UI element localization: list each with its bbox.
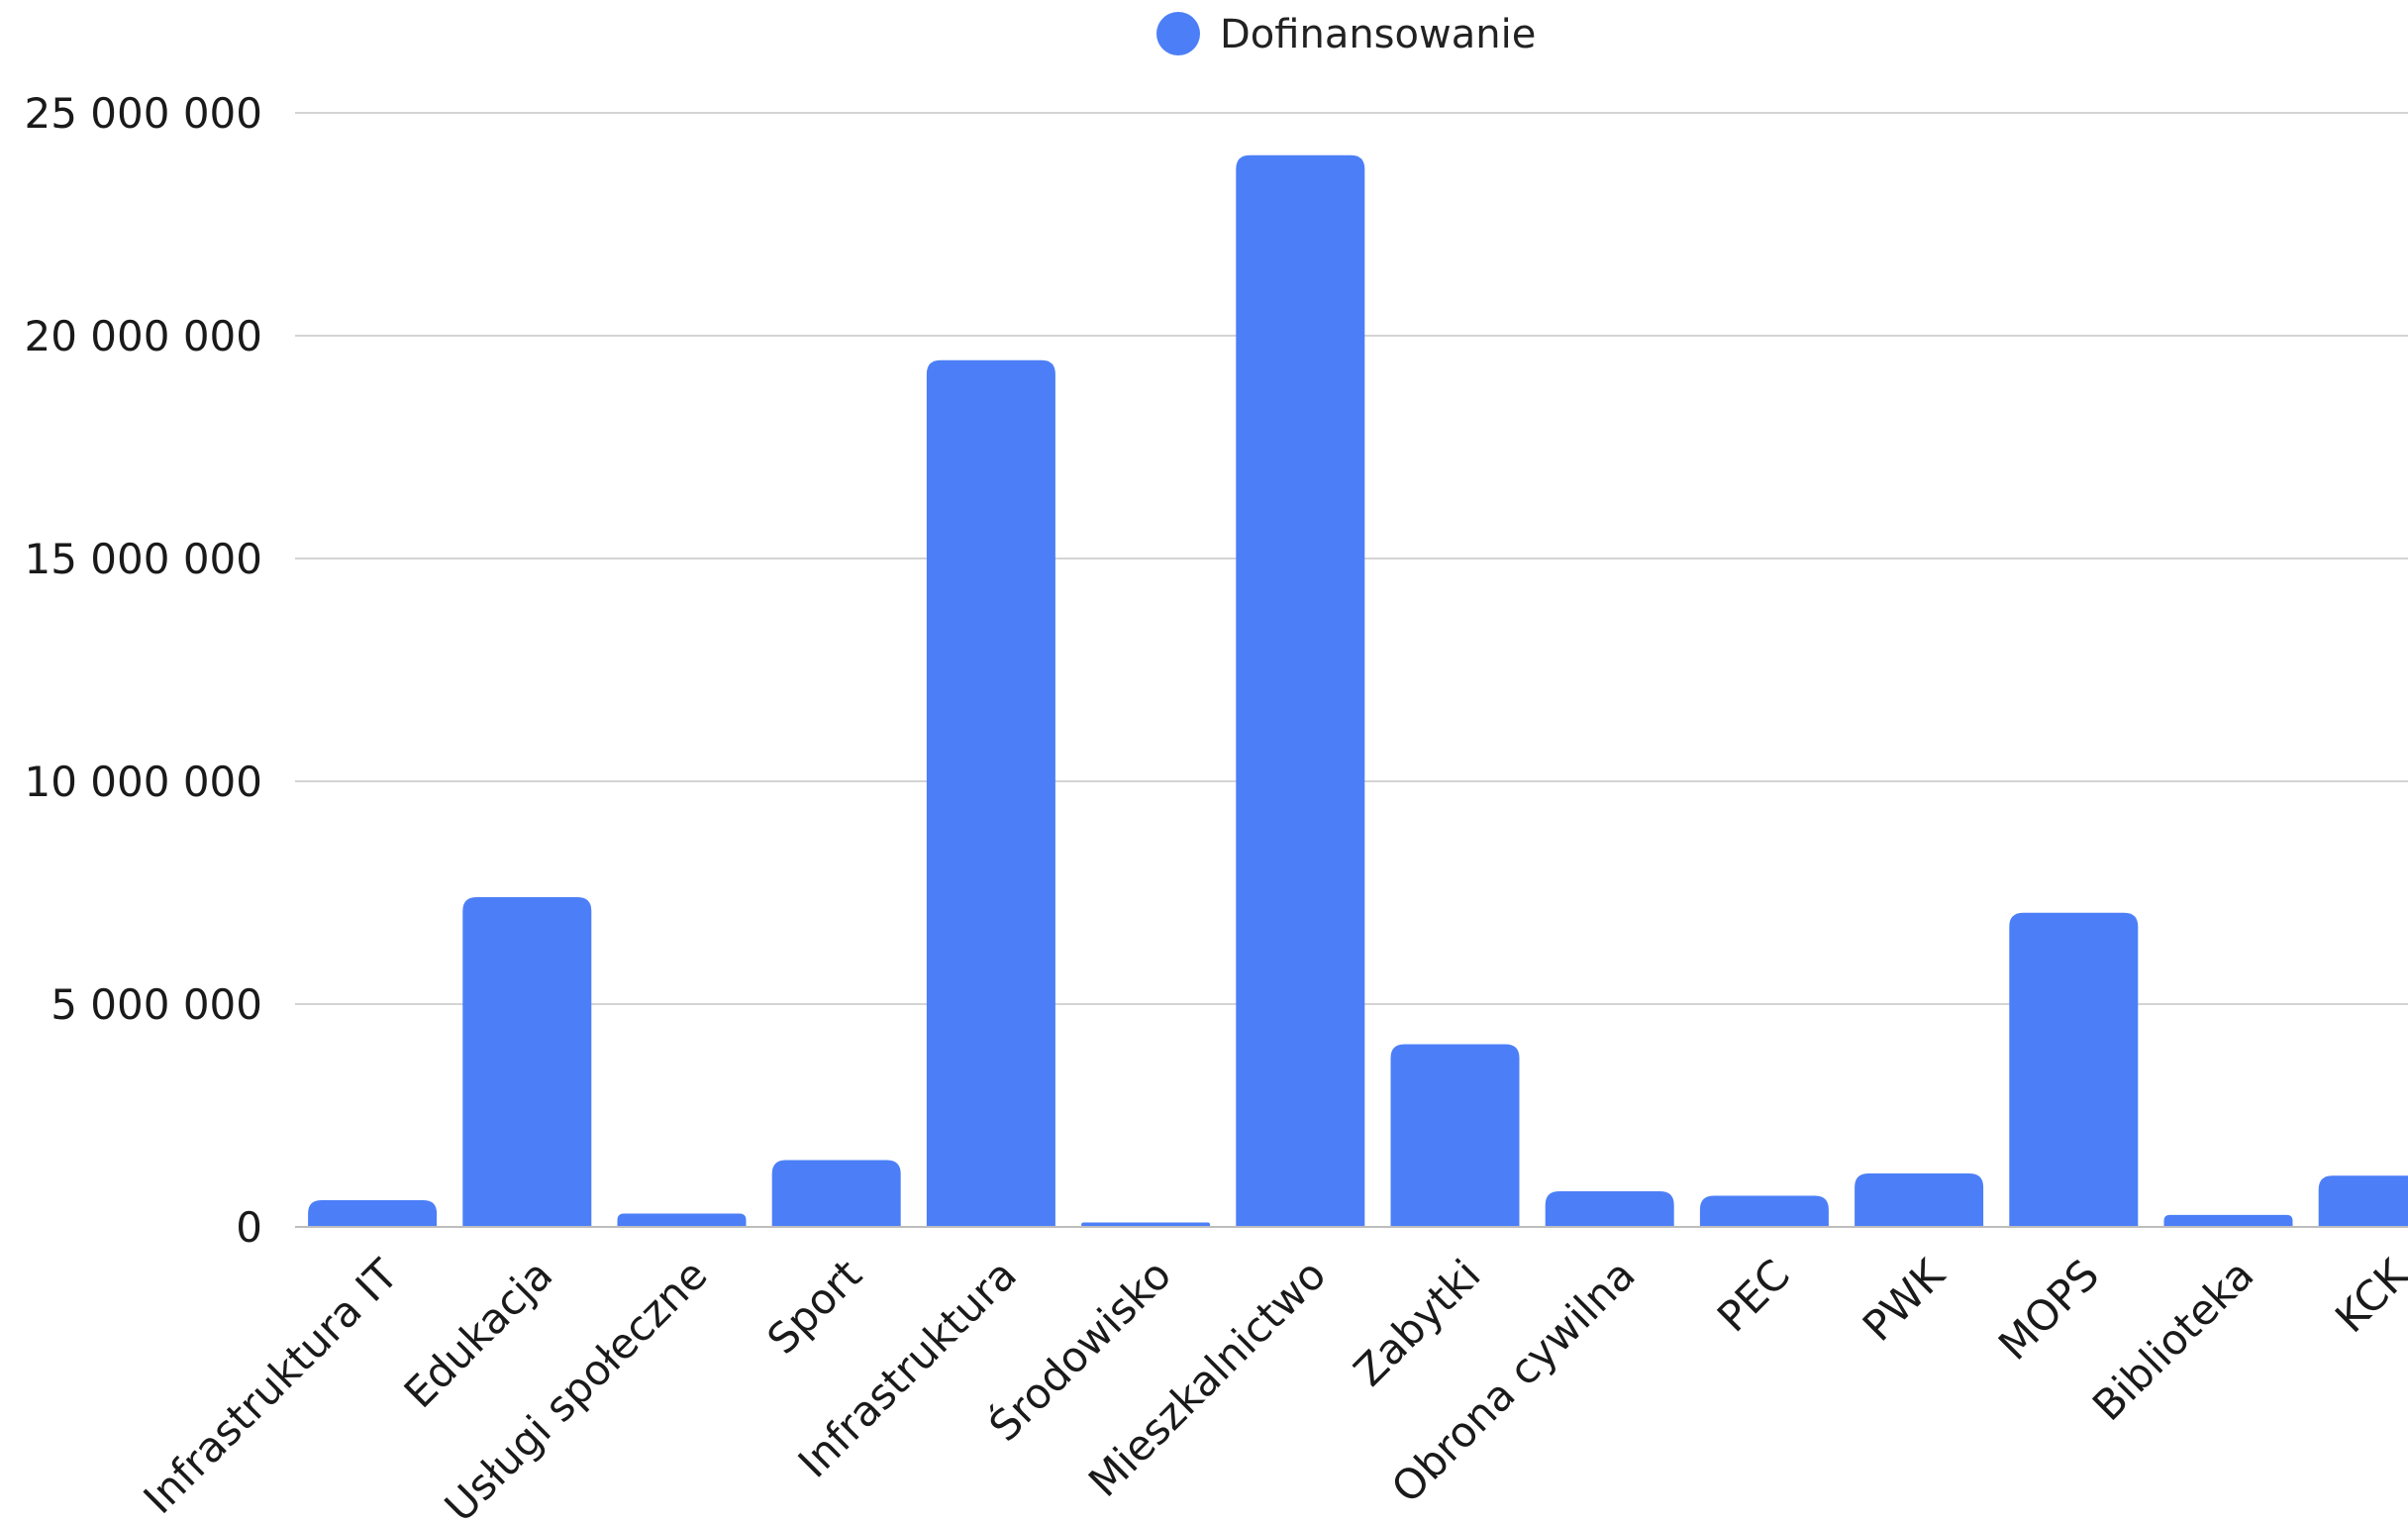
bar bbox=[308, 1200, 438, 1227]
x-tick-label: PEC bbox=[1708, 1250, 1799, 1341]
x-tick-label: Zabytki bbox=[1345, 1250, 1490, 1395]
bar bbox=[1390, 1044, 1520, 1227]
y-tick-label: 20 000 000 bbox=[25, 312, 262, 360]
bar bbox=[1855, 1173, 1984, 1227]
x-tick-label: Sport bbox=[757, 1250, 870, 1363]
bar bbox=[1236, 154, 1365, 1227]
bar bbox=[926, 359, 1055, 1227]
x-tick-label: Biblioteka bbox=[2083, 1250, 2263, 1430]
bar bbox=[2163, 1214, 2293, 1227]
y-tick-label: 15 000 000 bbox=[25, 535, 262, 583]
x-tick-label: PWK bbox=[1854, 1249, 1955, 1350]
legend: Dofinansowanie bbox=[1156, 12, 1536, 57]
y-tick-label: 5 000 000 bbox=[50, 980, 262, 1029]
legend-label-dofinansowanie: Dofinansowanie bbox=[1220, 12, 1536, 57]
bar bbox=[1081, 1222, 1211, 1227]
x-tick-label: Usługi społeczne bbox=[436, 1250, 717, 1524]
bar bbox=[2009, 912, 2139, 1227]
bar bbox=[771, 1160, 901, 1227]
y-axis-tick-labels: 0 5 000 000 10 000 000 15 000 000 20 000 000… bbox=[25, 89, 262, 1252]
legend-swatch bbox=[1156, 12, 1200, 55]
y-tick-label: 0 bbox=[236, 1203, 262, 1252]
bars bbox=[308, 154, 2408, 1227]
x-tick-label: KCK bbox=[2326, 1249, 2408, 1342]
bar bbox=[1545, 1191, 1674, 1227]
x-tick-label: Infrastruktura IT bbox=[135, 1250, 408, 1523]
bar bbox=[617, 1213, 747, 1227]
bar bbox=[2318, 1175, 2408, 1227]
bar bbox=[462, 897, 592, 1227]
bar bbox=[1699, 1195, 1829, 1227]
x-tick-label: Edukacja bbox=[395, 1250, 562, 1417]
x-tick-label: MOPS bbox=[1989, 1250, 2108, 1369]
y-tick-label: 10 000 000 bbox=[25, 758, 262, 806]
y-tick-label: 25 000 000 bbox=[25, 89, 262, 138]
